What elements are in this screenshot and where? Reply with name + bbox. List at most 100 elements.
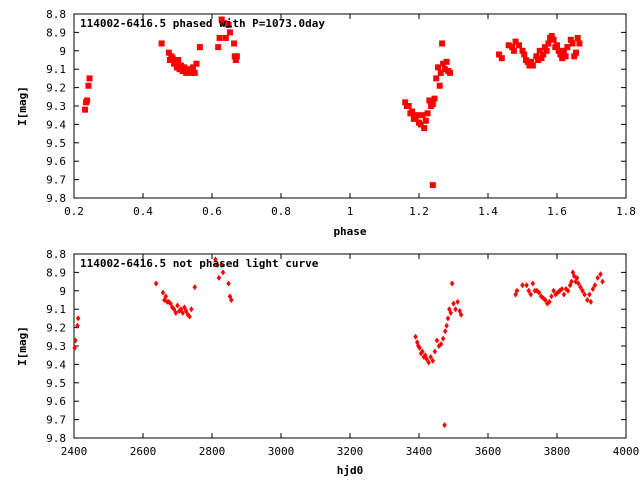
- data-point: [417, 344, 422, 351]
- x-axis-label: phase: [333, 225, 366, 238]
- data-point: [73, 337, 78, 344]
- data-point: [510, 47, 517, 54]
- data-point: [543, 47, 550, 54]
- data-point: [188, 69, 195, 76]
- y-tick-label: 9.2: [46, 322, 66, 335]
- data-point: [424, 355, 429, 362]
- data-point: [226, 29, 233, 36]
- data-point: [509, 44, 516, 51]
- data-point: [547, 298, 552, 305]
- x-tick-label: 1.4: [478, 205, 498, 218]
- data-point: [569, 278, 574, 285]
- data-point: [405, 103, 412, 109]
- x-tick-label: 3400: [406, 445, 433, 458]
- data-point: [528, 58, 535, 65]
- data-point: [521, 51, 528, 58]
- data-point: [528, 291, 534, 298]
- x-tick-label: 4000: [613, 445, 640, 458]
- x-tick-label: 0.2: [64, 205, 84, 218]
- data-point: [535, 57, 542, 63]
- data-point: [445, 315, 451, 322]
- data-point: [165, 49, 172, 56]
- data-point: [429, 182, 436, 189]
- x-tick-label: 3800: [544, 445, 571, 458]
- x-axis-label: hjd0: [337, 464, 364, 477]
- x-tick-label: 1.2: [409, 205, 429, 218]
- data-point: [549, 293, 554, 300]
- data-point: [574, 274, 580, 281]
- y-tick-label: 9.7: [46, 174, 66, 187]
- x-tick-label: 2800: [199, 445, 226, 458]
- data-point: [181, 64, 188, 71]
- data-point: [183, 69, 190, 76]
- data-point: [86, 75, 93, 82]
- data-point: [582, 291, 587, 298]
- data-point: [426, 359, 431, 366]
- y-tick-label: 9.1: [46, 303, 66, 316]
- data-point: [229, 297, 234, 303]
- data-point: [431, 95, 438, 102]
- data-point: [449, 280, 455, 287]
- y-tick-label: 9.4: [46, 118, 66, 131]
- data-point: [175, 302, 180, 309]
- data-point: [180, 309, 185, 316]
- data-point: [437, 69, 444, 76]
- data-point: [438, 341, 444, 348]
- y-tick-label: 8.8: [46, 248, 66, 261]
- data-point: [441, 66, 448, 73]
- data-point: [434, 64, 441, 71]
- y-tick-label: 9.2: [46, 82, 66, 95]
- data-point: [550, 36, 557, 43]
- x-tick-label: 0.4: [133, 205, 153, 218]
- data-point: [569, 40, 576, 47]
- data-point: [572, 49, 579, 56]
- data-point: [72, 344, 77, 351]
- data-point: [440, 60, 447, 67]
- data-point: [562, 53, 569, 60]
- data-point: [196, 44, 203, 51]
- data-point: [526, 62, 533, 69]
- y-tick-label: 9.3: [46, 340, 66, 353]
- data-point: [505, 42, 512, 49]
- data-point: [420, 348, 425, 355]
- y-tick-label: 9.3: [46, 100, 66, 113]
- data-point: [221, 20, 228, 27]
- data-point: [526, 287, 531, 294]
- data-point: [578, 284, 583, 291]
- data-point: [514, 287, 520, 294]
- data-point: [536, 47, 543, 54]
- data-point: [419, 112, 426, 119]
- data-point: [571, 53, 578, 60]
- data-point: [496, 51, 503, 58]
- data-point: [576, 40, 583, 47]
- data-point: [421, 125, 428, 132]
- data-point: [587, 291, 592, 298]
- data-point: [179, 68, 186, 75]
- data-point: [516, 42, 523, 49]
- y-axis-label: I[mag]: [16, 86, 29, 126]
- data-point: [458, 311, 464, 318]
- x-tick-label: 3600: [475, 445, 502, 458]
- y-tick-label: 9: [59, 285, 66, 298]
- data-point: [600, 278, 605, 285]
- data-point: [529, 62, 536, 69]
- data-point: [216, 274, 222, 281]
- y-tick-label: 9.1: [46, 63, 66, 76]
- x-tick-label: 3200: [337, 445, 364, 458]
- data-point: [574, 34, 581, 41]
- data-point: [75, 322, 80, 329]
- data-point: [216, 34, 223, 41]
- data-point: [455, 298, 460, 305]
- data-point: [215, 44, 222, 51]
- data-point: [153, 280, 159, 287]
- data-point: [595, 274, 600, 281]
- data-point: [189, 306, 194, 313]
- data-point: [219, 262, 224, 269]
- data-point: [160, 289, 166, 296]
- data-point: [439, 40, 446, 47]
- data-point: [540, 51, 547, 58]
- data-point: [434, 337, 440, 344]
- data-point: [191, 69, 198, 76]
- x-tick-label: 2600: [130, 445, 157, 458]
- data-point: [226, 280, 231, 287]
